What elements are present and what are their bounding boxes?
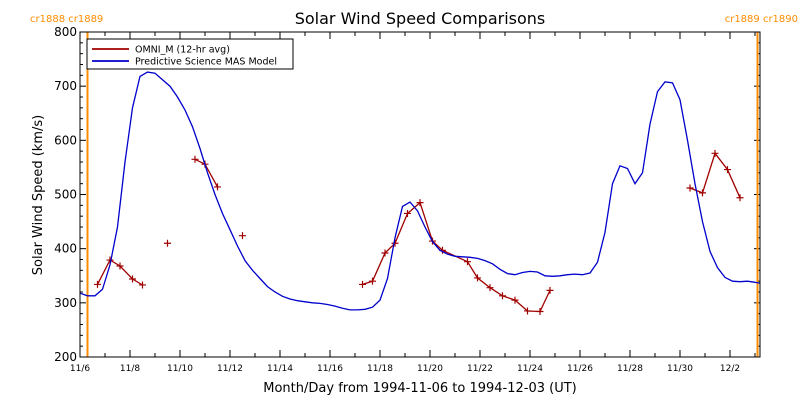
x-tick-label: 11/24 (517, 364, 543, 374)
legend-label: OMNI_M (12-hr avg) (135, 45, 230, 56)
x-tick-label: 11/12 (217, 364, 243, 374)
data-point (416, 199, 424, 207)
y-tick-label: 400 (54, 242, 77, 256)
x-tick-label: 12/2 (720, 364, 740, 374)
y-axis-label: Solar Wind Speed (km/s) (31, 115, 46, 275)
data-point (736, 194, 744, 202)
axes-layer: 200 300 400 500 600 700 800 11/6 11/8 11/10 11/12 1… (54, 25, 760, 374)
data-point (464, 258, 471, 266)
x-tick-label: 11/10 (167, 364, 193, 374)
x-tick-label: 11/14 (267, 364, 293, 374)
x-tick-label: 11/16 (317, 364, 343, 374)
series-line (79, 71, 761, 311)
data-point (524, 307, 531, 315)
rotation-label-left: cr1888 cr1889 (30, 14, 103, 25)
data-point (214, 183, 221, 191)
data-point (381, 249, 389, 257)
data-point (724, 166, 731, 174)
data-point (404, 209, 411, 217)
series-layer (79, 71, 761, 315)
y-tick-label: 800 (54, 25, 77, 39)
data-point (474, 274, 481, 282)
data-point (164, 239, 171, 247)
rotation-label-right: cr1889 cr1890 (725, 14, 798, 25)
x-tick-label: 11/6 (70, 364, 90, 374)
x-axis-label: Month/Day from 1994-11-06 to 1994-12-03 … (263, 381, 576, 396)
chart-title: Solar Wind Speed Comparisons (295, 9, 546, 28)
legend-label: Predictive Science MAS Model (135, 57, 277, 68)
data-point (486, 284, 494, 292)
series-line (194, 158, 219, 188)
series-mas-model (79, 71, 761, 311)
series-omni (94, 149, 744, 315)
x-tick-label: 11/26 (567, 364, 593, 374)
series-line (362, 201, 551, 313)
legend: OMNI_M (12-hr avg)Predictive Science MAS… (86, 38, 294, 70)
data-point (369, 277, 376, 285)
x-tick-label: 11/28 (617, 364, 643, 374)
data-point (129, 275, 136, 283)
data-point (116, 262, 124, 270)
data-point (499, 292, 506, 300)
data-point (94, 280, 101, 288)
data-point (536, 308, 544, 315)
x-tick-label: 11/20 (417, 364, 443, 374)
y-tick-label: 300 (54, 296, 77, 310)
data-point (546, 286, 554, 294)
plot-frame (79, 31, 761, 358)
y-tick-label: 200 (54, 350, 77, 364)
data-point (711, 149, 719, 157)
data-point (191, 155, 199, 163)
data-point (699, 189, 706, 197)
series-line (689, 151, 741, 199)
y-tick-label: 700 (54, 79, 77, 93)
rotation-markers (86, 32, 759, 357)
x-tick-label: 11/18 (367, 364, 393, 374)
legend-box (86, 38, 294, 70)
y-tick-label: 500 (54, 188, 77, 202)
x-tick-label: 11/8 (120, 364, 140, 374)
data-point (239, 232, 246, 240)
data-point (359, 280, 366, 288)
y-tick-label: 600 (54, 133, 77, 147)
data-point (511, 296, 519, 304)
data-point (686, 184, 694, 192)
x-tick-label: 11/30 (667, 364, 693, 374)
x-tick-label: 11/22 (467, 364, 493, 374)
data-point (139, 281, 146, 289)
